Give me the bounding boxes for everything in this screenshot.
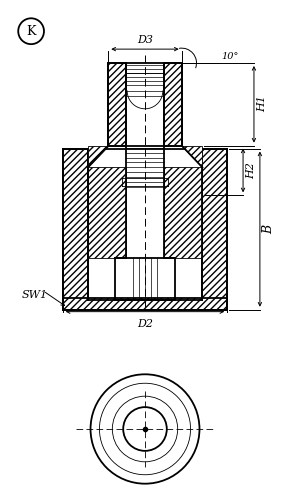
Text: D2: D2: [137, 319, 153, 329]
Polygon shape: [88, 167, 126, 258]
Polygon shape: [203, 148, 227, 300]
Text: SW1: SW1: [21, 290, 47, 300]
Polygon shape: [108, 63, 126, 145]
Text: B: B: [262, 225, 275, 234]
Text: H2: H2: [246, 162, 256, 179]
Polygon shape: [182, 145, 203, 167]
Text: H1: H1: [257, 96, 267, 112]
Polygon shape: [88, 145, 108, 167]
Polygon shape: [164, 167, 203, 258]
Polygon shape: [63, 148, 88, 300]
Text: K: K: [26, 25, 36, 38]
Polygon shape: [63, 298, 227, 310]
Polygon shape: [164, 63, 182, 145]
Text: D3: D3: [137, 35, 153, 45]
Text: 10°: 10°: [221, 52, 239, 61]
